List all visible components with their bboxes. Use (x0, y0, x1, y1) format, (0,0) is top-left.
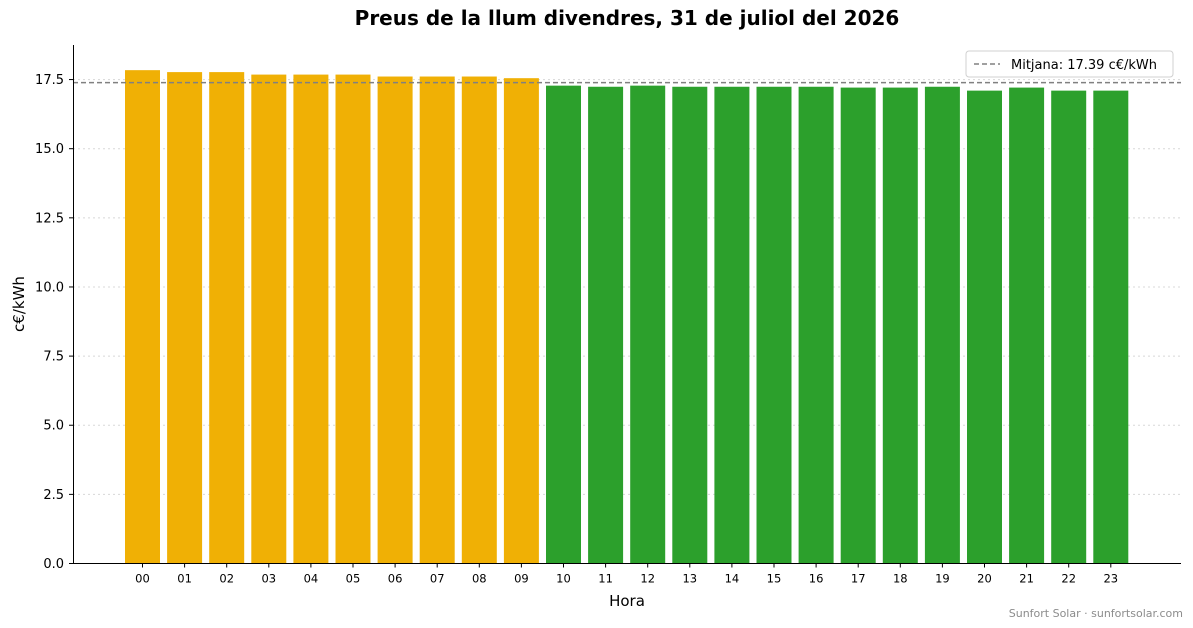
x-tick-label: 13 (682, 572, 697, 586)
x-tick-label: 07 (430, 572, 445, 586)
bar (798, 86, 834, 564)
bar (209, 72, 245, 564)
bar (1051, 90, 1087, 564)
x-tick-label: 20 (977, 572, 992, 586)
y-tick-label: 10.0 (35, 280, 64, 295)
x-tick-label: 05 (346, 572, 361, 586)
bar (335, 74, 371, 564)
y-tick-label: 7.5 (43, 350, 64, 365)
bar (714, 86, 750, 564)
x-tick-label: 09 (514, 572, 529, 586)
x-tick-label: 03 (261, 572, 276, 586)
x-tick-label: 14 (725, 572, 740, 586)
x-tick-label: 18 (893, 572, 908, 586)
bar (756, 86, 792, 564)
x-tick-label: 22 (1061, 572, 1076, 586)
y-tick-label: 12.5 (35, 211, 64, 226)
bar (293, 74, 329, 564)
x-tick-label: 19 (935, 572, 950, 586)
bar (1093, 90, 1129, 564)
x-tick-label: 15 (767, 572, 782, 586)
y-ticks: 0.0 2.5 5.0 7.5 10.0 12.5 15.0 17.5 (35, 73, 73, 572)
y-tick-label: 2.5 (43, 488, 64, 503)
bar (967, 90, 1002, 564)
bar (125, 70, 160, 564)
bar (251, 74, 287, 564)
bar (672, 86, 708, 564)
x-tick-label: 16 (809, 572, 824, 586)
bar (1009, 87, 1045, 564)
x-axis-label: Hora (609, 592, 645, 610)
legend-average-label: Mitjana: 17.39 c€/kWh (1011, 58, 1157, 73)
bar (840, 87, 876, 564)
x-tick-label: 11 (598, 572, 613, 586)
bar (630, 85, 666, 564)
bar (882, 87, 918, 564)
bar (377, 76, 413, 564)
footer-credit: Sunfort Solar · sunfortsolar.com (1009, 607, 1183, 620)
bar (167, 72, 203, 564)
x-tick-label: 17 (851, 572, 866, 586)
bar (419, 76, 455, 564)
bar (588, 86, 624, 564)
x-tick-label: 01 (177, 572, 192, 586)
x-tick-label: 23 (1103, 572, 1118, 586)
y-tick-label: 15.0 (35, 142, 64, 157)
y-tick-label: 5.0 (43, 419, 64, 434)
y-tick-label: 0.0 (43, 557, 64, 572)
x-tick-label: 12 (640, 572, 655, 586)
chart-title: Preus de la llum divendres, 31 de juliol… (355, 6, 900, 30)
x-tick-label: 06 (388, 572, 403, 586)
x-tick-label: 04 (304, 572, 319, 586)
x-tick-label: 08 (472, 572, 487, 586)
x-tick-label: 02 (219, 572, 234, 586)
x-tick-label: 10 (556, 572, 571, 586)
y-axis-label: c€/kWh (10, 276, 28, 332)
x-tick-label: 00 (135, 572, 150, 586)
y-tick-label: 17.5 (35, 73, 64, 88)
legend-box (965, 50, 1174, 78)
x-ticks: 00 01 02 03 04 05 06 07 08 09 10 11 12 13 14 15 16 17 18 19… (135, 563, 1118, 586)
bar (924, 86, 960, 564)
legend: Mitjana: 17.39 c€/kWh (965, 50, 1174, 78)
bar (461, 76, 497, 564)
bars (125, 70, 1129, 564)
x-tick-label: 21 (1019, 572, 1034, 586)
bar (503, 78, 539, 564)
bar (546, 85, 581, 564)
